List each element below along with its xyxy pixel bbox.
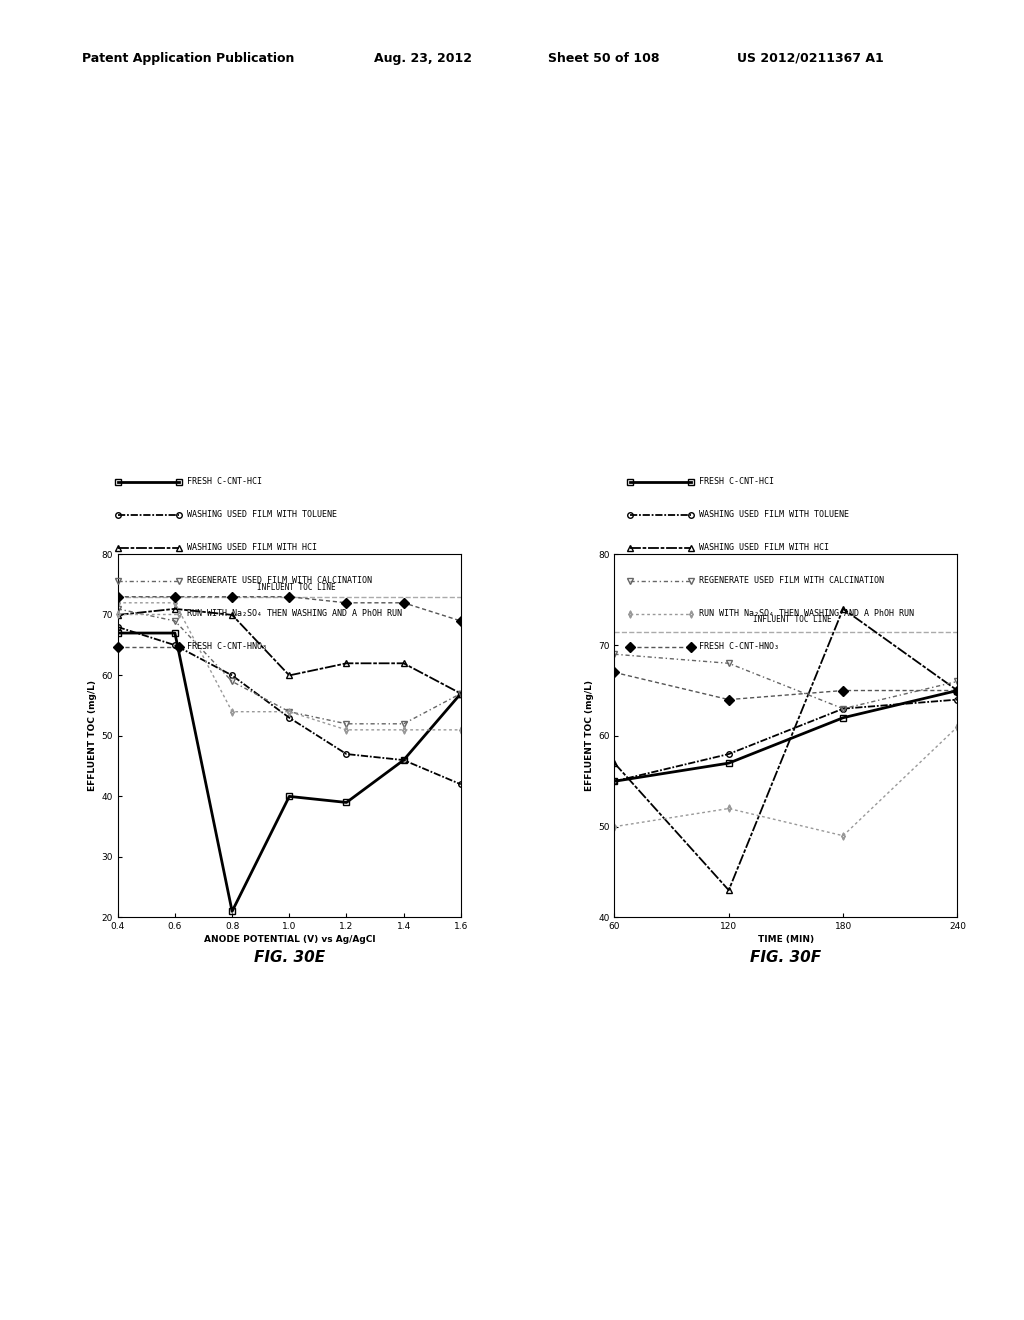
Text: WASHING USED FILM WITH HCI: WASHING USED FILM WITH HCI <box>187 544 317 552</box>
Y-axis label: EFFLUENT TOC (mg/L): EFFLUENT TOC (mg/L) <box>88 680 97 792</box>
Text: WASHING USED FILM WITH TOLUENE: WASHING USED FILM WITH TOLUENE <box>699 511 849 519</box>
Text: WASHING USED FILM WITH TOLUENE: WASHING USED FILM WITH TOLUENE <box>187 511 337 519</box>
Text: FRESH C-CNT-HCI: FRESH C-CNT-HCI <box>187 478 262 486</box>
Text: REGENERATE USED FILM WITH CALCINATION: REGENERATE USED FILM WITH CALCINATION <box>699 577 885 585</box>
Text: INFLUENT TOC LINE: INFLUENT TOC LINE <box>257 583 336 591</box>
X-axis label: ANODE POTENTIAL (V) vs Ag/AgCl: ANODE POTENTIAL (V) vs Ag/AgCl <box>204 936 375 944</box>
Text: Patent Application Publication: Patent Application Publication <box>82 51 294 65</box>
X-axis label: TIME (MIN): TIME (MIN) <box>758 936 814 944</box>
Text: RUN WITH Na₂SO₄ THEN WASHING AND A PhOH RUN: RUN WITH Na₂SO₄ THEN WASHING AND A PhOH … <box>187 610 402 618</box>
Text: RUN WITH Na₂SO₄ THEN WASHING AND A PhOH RUN: RUN WITH Na₂SO₄ THEN WASHING AND A PhOH … <box>699 610 914 618</box>
Text: Aug. 23, 2012: Aug. 23, 2012 <box>374 51 472 65</box>
Text: FRESH C-CNT-HCI: FRESH C-CNT-HCI <box>699 478 774 486</box>
Text: FIG. 30E: FIG. 30E <box>254 950 325 965</box>
Text: FRESH C-CNT-HNO₃: FRESH C-CNT-HNO₃ <box>187 643 267 651</box>
Text: WASHING USED FILM WITH HCI: WASHING USED FILM WITH HCI <box>699 544 829 552</box>
Text: Sheet 50 of 108: Sheet 50 of 108 <box>548 51 659 65</box>
Text: INFLUENT TOC LINE: INFLUENT TOC LINE <box>754 615 833 624</box>
Text: FIG. 30F: FIG. 30F <box>751 950 821 965</box>
Text: US 2012/0211367 A1: US 2012/0211367 A1 <box>737 51 884 65</box>
Text: FRESH C-CNT-HNO₃: FRESH C-CNT-HNO₃ <box>699 643 779 651</box>
Text: REGENERATE USED FILM WITH CALCINATION: REGENERATE USED FILM WITH CALCINATION <box>187 577 373 585</box>
Y-axis label: EFFLUENT TOC (mg/L): EFFLUENT TOC (mg/L) <box>585 680 594 792</box>
